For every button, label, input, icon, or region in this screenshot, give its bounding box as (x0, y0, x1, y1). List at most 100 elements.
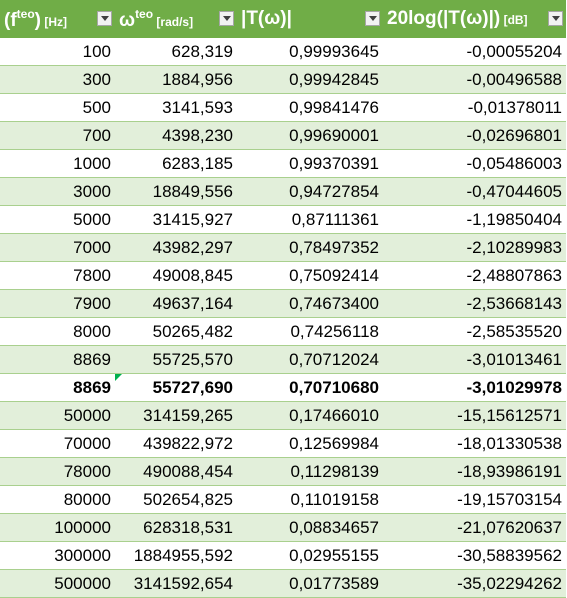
table-body: 100 628,319 0,99993645 -0,00055204 300 1884,9… (0, 38, 566, 598)
cell-frequency[interactable]: 70000 (0, 429, 115, 458)
cell-magnitude[interactable]: 0,12569984 (237, 429, 383, 458)
table-row: 5000 31415,927 0,87111361 -1,19850404 (0, 205, 566, 234)
cell-frequency[interactable]: 100000 (0, 513, 115, 542)
cell-decibel[interactable]: -15,15612571 (383, 401, 566, 430)
cell-omega[interactable]: 4398,230 (115, 121, 237, 150)
cell-decibel[interactable]: -0,02696801 (383, 121, 566, 150)
cell-omega[interactable]: 502654,825 (115, 485, 237, 514)
cell-decibel[interactable]: -18,01330538 (383, 429, 566, 458)
cell-magnitude[interactable]: 0,94727854 (237, 177, 383, 206)
cell-magnitude[interactable]: 0,87111361 (237, 205, 383, 234)
table-row: 78000 490088,454 0,11298139 -18,93986191 (0, 457, 566, 486)
table-row: 1000 6283,185 0,99370391 -0,05486003 (0, 149, 566, 178)
cell-decibel[interactable]: -2,48807863 (383, 261, 566, 290)
cell-frequency[interactable]: 300000 (0, 541, 115, 570)
cell-frequency[interactable]: 7000 (0, 233, 115, 262)
cell-magnitude[interactable]: 0,01773589 (237, 569, 383, 598)
cell-frequency[interactable]: 500 (0, 93, 115, 122)
cell-decibel[interactable]: -0,00055204 (383, 38, 566, 66)
cell-omega[interactable]: 6283,185 (115, 149, 237, 178)
table-row: 300000 1884955,592 0,02955155 -30,58839562 (0, 541, 566, 570)
cell-frequency[interactable]: 8869 (0, 373, 115, 402)
cell-frequency[interactable]: 1000 (0, 149, 115, 178)
cell-omega[interactable]: 55725,570 (115, 345, 237, 374)
column-header-magnitude[interactable]: |T(ω)| (237, 0, 383, 38)
cell-frequency[interactable]: 8000 (0, 317, 115, 346)
filter-dropdown-icon[interactable] (548, 11, 563, 26)
cell-magnitude[interactable]: 0,74673400 (237, 289, 383, 318)
cell-omega[interactable]: 55727,690 (115, 373, 237, 402)
cell-magnitude[interactable]: 0,74256118 (237, 317, 383, 346)
cell-frequency[interactable]: 78000 (0, 457, 115, 486)
cell-magnitude[interactable]: 0,17466010 (237, 401, 383, 430)
cell-magnitude[interactable]: 0,02955155 (237, 541, 383, 570)
cell-decibel[interactable]: -0,01378011 (383, 93, 566, 122)
cell-magnitude[interactable]: 0,75092414 (237, 261, 383, 290)
cell-decibel[interactable]: -3,01013461 (383, 345, 566, 374)
cell-decibel[interactable]: -19,15703154 (383, 485, 566, 514)
cell-decibel[interactable]: -2,53668143 (383, 289, 566, 318)
cell-decibel[interactable]: -21,07620637 (383, 513, 566, 542)
cell-magnitude[interactable]: 0,70712024 (237, 345, 383, 374)
cell-magnitude[interactable]: 0,99690001 (237, 121, 383, 150)
cell-decibel[interactable]: -0,05486003 (383, 149, 566, 178)
cell-omega[interactable]: 18849,556 (115, 177, 237, 206)
cell-decibel[interactable]: -18,93986191 (383, 457, 566, 486)
cell-decibel[interactable]: -30,58839562 (383, 541, 566, 570)
cell-decibel[interactable]: -0,47044605 (383, 177, 566, 206)
cell-omega[interactable]: 490088,454 (115, 457, 237, 486)
table-row: 70000 439822,972 0,12569984 -18,01330538 (0, 429, 566, 458)
cell-magnitude[interactable]: 0,99993645 (237, 38, 383, 66)
cell-frequency[interactable]: 80000 (0, 485, 115, 514)
cell-magnitude[interactable]: 0,11298139 (237, 457, 383, 486)
cell-decibel[interactable]: -2,10289983 (383, 233, 566, 262)
cell-omega[interactable]: 628318,531 (115, 513, 237, 542)
cell-omega[interactable]: 314159,265 (115, 401, 237, 430)
cell-omega[interactable]: 439822,972 (115, 429, 237, 458)
cell-frequency[interactable]: 100 (0, 38, 115, 66)
cell-omega[interactable]: 31415,927 (115, 205, 237, 234)
cell-magnitude[interactable]: 0,99841476 (237, 93, 383, 122)
cell-frequency[interactable]: 700 (0, 121, 115, 150)
cell-frequency[interactable]: 8869 (0, 345, 115, 374)
cell-frequency[interactable]: 50000 (0, 401, 115, 430)
table-row: 7800 49008,845 0,75092414 -2,48807863 (0, 261, 566, 290)
filter-dropdown-icon[interactable] (365, 11, 380, 26)
cell-decibel[interactable]: -35,02294262 (383, 569, 566, 598)
cell-decibel[interactable]: -3,01029978 (383, 373, 566, 402)
cell-omega[interactable]: 1884,956 (115, 65, 237, 94)
cell-frequency[interactable]: 7800 (0, 261, 115, 290)
cell-decibel[interactable]: -0,00496588 (383, 65, 566, 94)
filter-dropdown-icon[interactable] (219, 11, 234, 26)
cell-omega[interactable]: 3141592,654 (115, 569, 237, 598)
cell-frequency[interactable]: 300 (0, 65, 115, 94)
filter-dropdown-icon[interactable] (97, 11, 112, 26)
cell-frequency[interactable]: 3000 (0, 177, 115, 206)
cell-omega[interactable]: 43982,297 (115, 233, 237, 262)
cell-magnitude[interactable]: 0,70710680 (237, 373, 383, 402)
cell-omega[interactable]: 1884955,592 (115, 541, 237, 570)
cell-omega[interactable]: 50265,482 (115, 317, 237, 346)
cell-frequency[interactable]: 500000 (0, 569, 115, 598)
cell-omega[interactable]: 628,319 (115, 38, 237, 66)
cell-decibel[interactable]: -1,19850404 (383, 205, 566, 234)
cell-omega[interactable]: 3141,593 (115, 93, 237, 122)
cell-magnitude[interactable]: 0,11019158 (237, 485, 383, 514)
cell-frequency[interactable]: 7900 (0, 289, 115, 318)
cell-omega[interactable]: 49637,164 (115, 289, 237, 318)
column-header-frequency[interactable]: (fteo) [Hz] (0, 0, 115, 38)
cell-value: 55727,690 (152, 377, 233, 397)
cell-frequency[interactable]: 5000 (0, 205, 115, 234)
table-row: 8869 55725,570 0,70712024 -3,01013461 (0, 345, 566, 374)
cell-magnitude[interactable]: 0,99942845 (237, 65, 383, 94)
cell-magnitude[interactable]: 0,99370391 (237, 149, 383, 178)
table-row: 7900 49637,164 0,74673400 -2,53668143 (0, 289, 566, 318)
column-header-omega[interactable]: ωteo [rad/s] (115, 0, 237, 38)
cell-decibel[interactable]: -2,58535520 (383, 317, 566, 346)
column-header-decibel[interactable]: 20log(|T(ω)|) [dB] (383, 0, 566, 38)
cell-magnitude[interactable]: 0,78497352 (237, 233, 383, 262)
cell-magnitude[interactable]: 0,08834657 (237, 513, 383, 542)
cell-omega[interactable]: 49008,845 (115, 261, 237, 290)
table-row: 100 628,319 0,99993645 -0,00055204 (0, 38, 566, 66)
